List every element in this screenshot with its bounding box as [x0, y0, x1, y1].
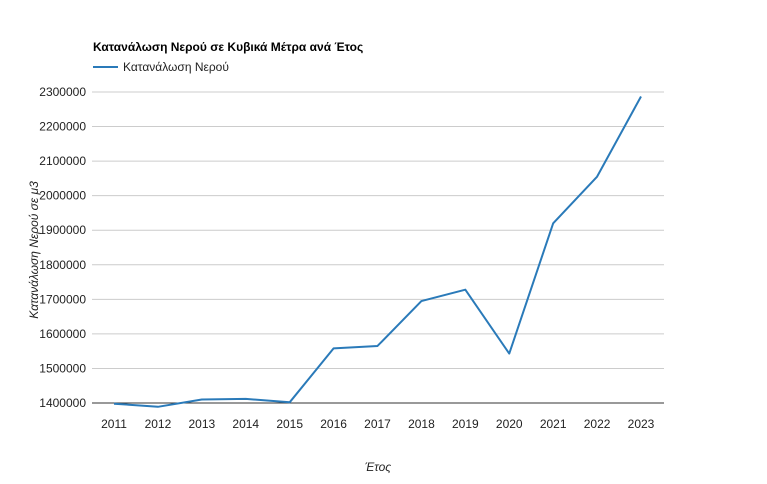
- x-axis-title: Έτος: [365, 460, 391, 474]
- y-axis-title: Κατανάλωση Νερού σε μ3: [27, 181, 41, 319]
- x-axis-ticks: 2011 2012 2013 2014 2015 2016 2017 2018 2019 2020…: [101, 417, 655, 431]
- x-tick-label: 2021: [540, 417, 567, 431]
- series-line: [113, 96, 642, 408]
- x-tick-label: 2013: [188, 417, 215, 431]
- y-tick-label: 1600000: [39, 327, 86, 341]
- y-tick-label: 2100000: [39, 154, 86, 168]
- y-tick-label: 2000000: [39, 189, 86, 203]
- y-tick-label: 1800000: [39, 258, 86, 272]
- y-tick-label: 1400000: [39, 396, 86, 410]
- y-tick-label: 2300000: [39, 85, 86, 99]
- y-tick-label: 1700000: [39, 292, 86, 306]
- x-tick-label: 2016: [320, 417, 347, 431]
- x-tick-label: 2023: [628, 417, 655, 431]
- legend: Κατανάλωση Νερού: [93, 60, 229, 74]
- x-tick-label: 2018: [408, 417, 435, 431]
- x-tick-label: 2019: [452, 417, 479, 431]
- x-tick-label: 2011: [101, 417, 127, 431]
- y-axis-ticks: 1400000 1500000 1600000 1700000 1800000 19000…: [39, 85, 86, 410]
- y-tick-label: 1900000: [39, 223, 86, 237]
- chart-title: Κατανάλωση Νερού σε Κυβικά Μέτρα ανά Έτο…: [93, 40, 363, 54]
- series-layer: [113, 96, 642, 408]
- x-tick-label: 2015: [276, 417, 303, 431]
- x-tick-label: 2020: [496, 417, 523, 431]
- x-tick-label: 2022: [584, 417, 611, 431]
- x-tick-label: 2014: [232, 417, 259, 431]
- x-tick-label: 2017: [364, 417, 391, 431]
- x-tick-label: 2012: [145, 417, 172, 431]
- y-tick-label: 1500000: [39, 361, 86, 375]
- legend-label: Κατανάλωση Νερού: [123, 60, 229, 74]
- gridlines: [92, 91, 664, 404]
- y-tick-label: 2200000: [39, 120, 86, 134]
